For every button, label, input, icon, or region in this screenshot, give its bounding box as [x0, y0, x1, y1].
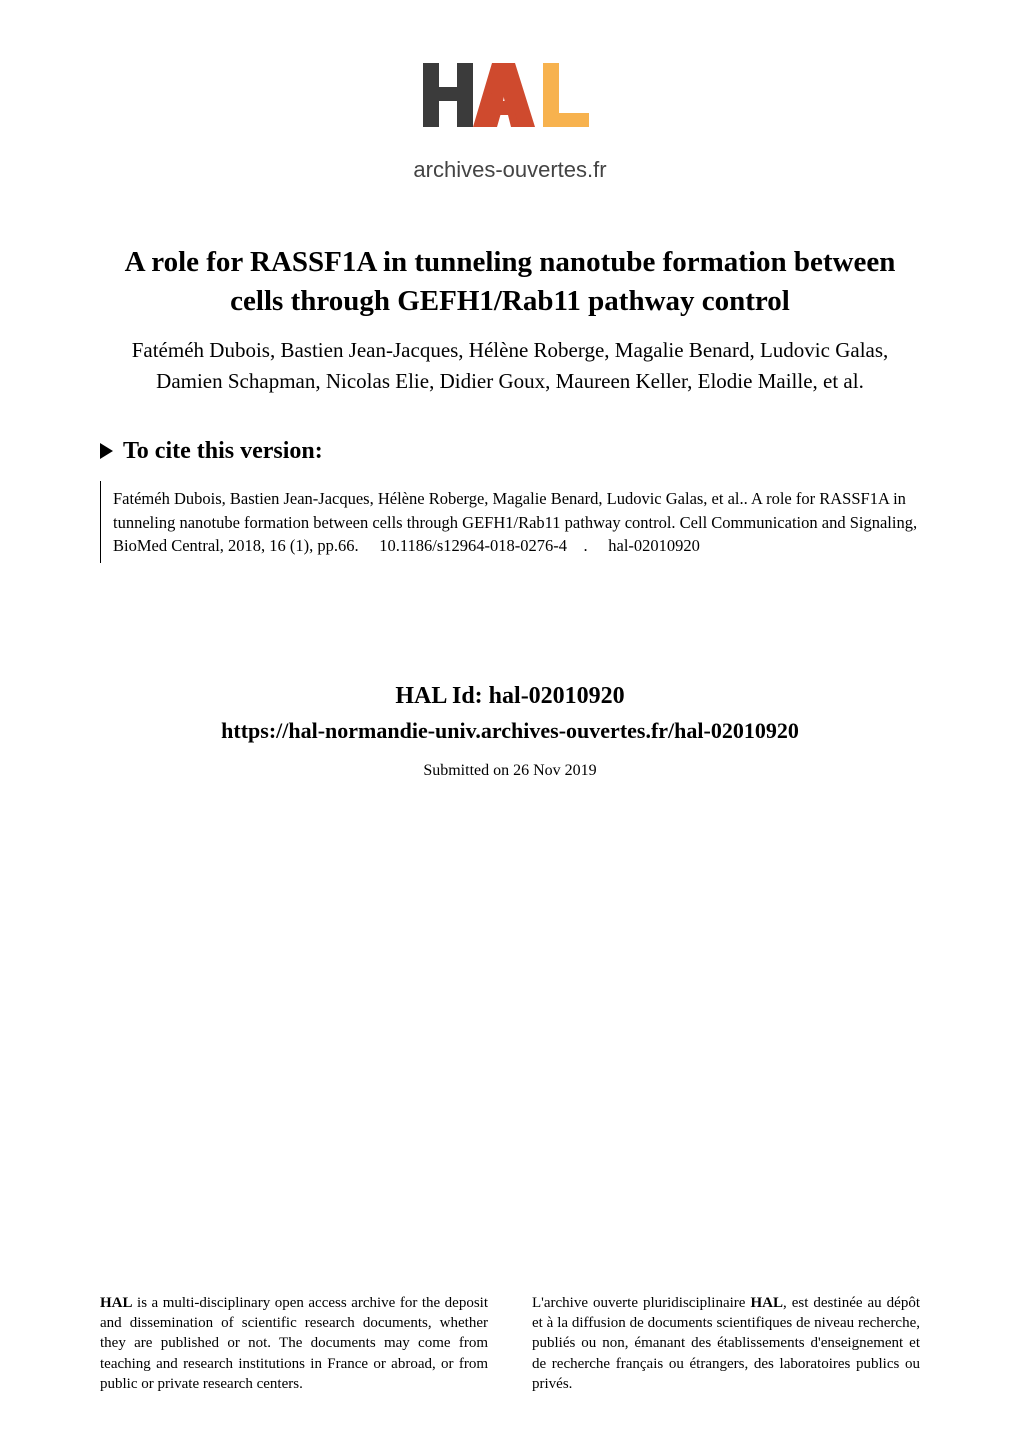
hal-logo-icon: [415, 55, 605, 150]
logo-caption: archives-ouvertes.fr: [0, 157, 1020, 183]
footer-right: L'archive ouverte pluridisciplinaire HAL…: [532, 1293, 920, 1394]
author-list: Fatéméh Dubois, Bastien Jean-Jacques, Hé…: [100, 335, 920, 396]
footer-left-text: is a multi-disciplinary open access arch…: [100, 1295, 488, 1392]
footer-left-bold: HAL: [100, 1295, 133, 1311]
cite-section: To cite this version: Fatéméh Dubois, Ba…: [0, 406, 1020, 563]
title-block: A role for RASSF1A in tunneling nanotube…: [0, 223, 1020, 406]
hal-id-block: HAL Id: hal-02010920 https://hal-normand…: [0, 683, 1020, 780]
triangle-right-icon: [100, 443, 113, 459]
cite-heading-text: To cite this version:: [123, 438, 323, 464]
footer-left: HAL is a multi-disciplinary open access …: [100, 1293, 488, 1394]
citation-text: Fatéméh Dubois, Bastien Jean-Jacques, Hé…: [100, 481, 920, 563]
footer-right-text: L'archive ouverte pluridisciplinaire HAL…: [532, 1295, 920, 1392]
cite-heading: To cite this version:: [100, 438, 920, 465]
hal-id: HAL Id: hal-02010920: [0, 683, 1020, 710]
footer-columns: HAL is a multi-disciplinary open access …: [100, 1293, 920, 1394]
paper-title: A role for RASSF1A in tunneling nanotube…: [100, 243, 920, 321]
hal-logo-block: archives-ouvertes.fr: [0, 0, 1020, 223]
hal-url[interactable]: https://hal-normandie-univ.archives-ouve…: [0, 718, 1020, 744]
submitted-date: Submitted on 26 Nov 2019: [0, 762, 1020, 780]
